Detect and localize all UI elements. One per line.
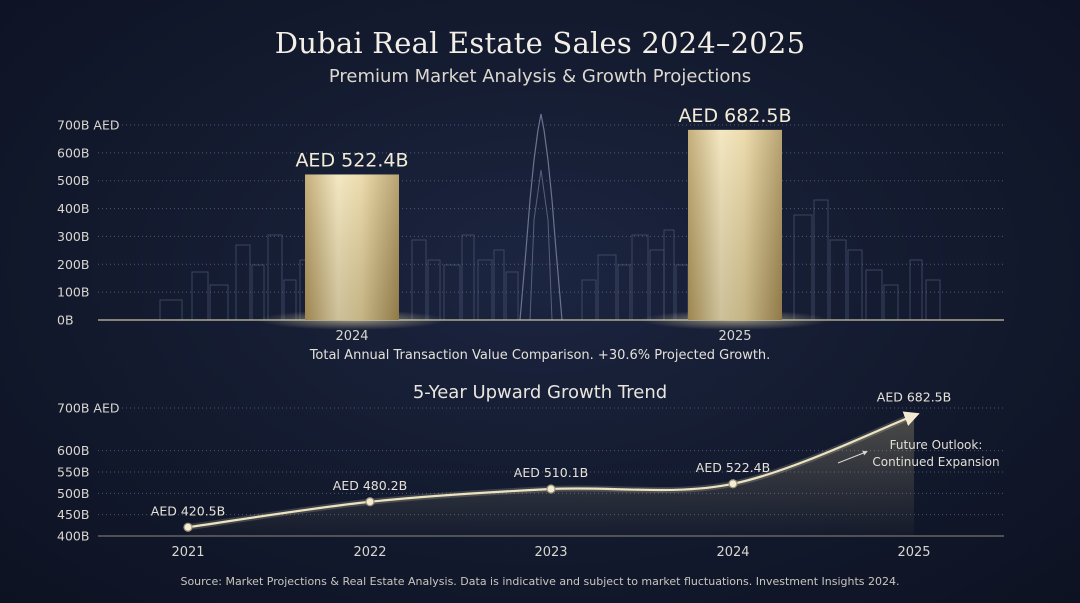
skyline-building — [461, 234, 475, 321]
skyline-building — [477, 259, 493, 321]
bar-x-axis: 2024 2025 — [335, 329, 751, 340]
bar-shade — [305, 174, 399, 320]
skyline-building — [909, 259, 923, 321]
skyline-building — [865, 269, 883, 321]
source-note: Source: Market Projections & Real Estate… — [180, 575, 900, 588]
bar-value-label: AED 682.5B — [678, 105, 791, 127]
bar-x-tick-label: 2025 — [718, 329, 751, 340]
skyline-building — [427, 259, 441, 321]
line-y-axis: 400B 450B 500B 550B 600B 700B AED — [57, 401, 119, 544]
skyline-building — [209, 284, 229, 321]
skyline-building — [663, 229, 675, 321]
skyline-building — [631, 234, 649, 321]
bar-y-tick-label: 600B — [57, 145, 89, 160]
line-x-tick-label: 2025 — [897, 545, 930, 560]
bar-y-tick-label: 500B — [57, 173, 89, 188]
annotation-arrow — [837, 450, 868, 464]
bar-value-label: AED 522.4B — [295, 149, 408, 171]
bar-marks: AED 522.4B AED 682.5B — [257, 105, 830, 330]
bar-chart: 0B 100B 200B 300B 400B 500B 600B 700B AED AED 5… — [57, 105, 1004, 340]
line-x-tick-label: 2023 — [534, 545, 567, 560]
line-point-2023 — [546, 484, 556, 494]
skyline-building — [267, 234, 283, 321]
line-value-label: AED 510.1B — [514, 465, 588, 480]
line-point-2024 — [728, 479, 738, 489]
bar-y-axis: 0B 100B 200B 300B 400B 500B 600B 700B AED — [57, 118, 119, 328]
annotation-line: Future Outlook: — [890, 438, 983, 452]
burj-khalifa-inner — [529, 169, 553, 321]
line-y-tick-label: 450B — [57, 507, 89, 522]
skyline-building — [847, 249, 863, 321]
bar-x-tick-label: 2024 — [335, 329, 368, 340]
line-x-tick-label: 2021 — [171, 545, 204, 560]
bar-y-tick-label: 400B — [57, 201, 89, 216]
chart-title: Dubai Real Estate Sales 2024–2025 — [274, 26, 806, 60]
skyline-building — [235, 244, 251, 321]
annotation-line: Continued Expansion — [872, 455, 999, 469]
line-x-tick-label: 2022 — [353, 545, 386, 560]
bar-shade — [688, 129, 782, 320]
skyline-building — [411, 239, 427, 321]
bar-caption: Total Annual Transaction Value Compariso… — [309, 348, 771, 363]
skyline-building — [581, 279, 597, 321]
skyline-building — [617, 264, 631, 321]
line-x-tick-label: 2024 — [716, 545, 749, 560]
bar-y-tick-label: 700B AED — [57, 118, 119, 133]
skyline-building — [505, 271, 519, 321]
skyline-building — [493, 249, 505, 321]
bar-y-tick-label: 0B — [57, 313, 74, 328]
line-value-label: AED 480.2B — [333, 478, 407, 493]
line-chart-title: 5-Year Upward Growth Trend — [412, 382, 668, 403]
future-outlook-annotation: Future Outlook: Continued Expansion — [837, 438, 1000, 469]
line-point-2022 — [365, 497, 375, 507]
line-points — [183, 479, 738, 532]
line-y-tick-label: 600B — [57, 443, 89, 458]
line-value-label: AED 420.5B — [151, 503, 225, 518]
skyline-building — [191, 271, 209, 321]
line-y-tick-label: 500B — [57, 486, 89, 501]
line-y-tick-label: 550B — [57, 465, 89, 480]
burj-khalifa-outline — [519, 113, 563, 321]
chart-subtitle: Premium Market Analysis & Growth Project… — [328, 66, 752, 87]
bar-y-tick-label: 300B — [57, 229, 89, 244]
bar-y-tick-label: 200B — [57, 257, 89, 272]
bar-y-tick-label: 100B — [57, 285, 89, 300]
skyline-building — [883, 284, 899, 321]
skyline-building — [159, 299, 183, 321]
line-y-tick-label: 700B AED — [57, 401, 119, 416]
skyline-building — [829, 239, 847, 321]
skyline-building — [925, 279, 941, 321]
line-x-axis: 2021 2022 2023 2024 2025 — [171, 545, 930, 560]
skyline-decoration — [159, 113, 941, 321]
line-point-2021 — [183, 522, 193, 532]
skyline-building — [649, 249, 665, 321]
skyline-building — [813, 199, 829, 321]
line-value-labels: AED 420.5B AED 480.2B AED 510.1B AED 522.4B… — [151, 390, 951, 518]
bar-grid — [98, 124, 1004, 321]
line-value-label: AED 682.5B — [877, 390, 951, 404]
line-value-label: AED 522.4B — [696, 460, 770, 475]
skyline-building — [793, 214, 813, 321]
line-y-tick-label: 400B — [57, 529, 89, 544]
